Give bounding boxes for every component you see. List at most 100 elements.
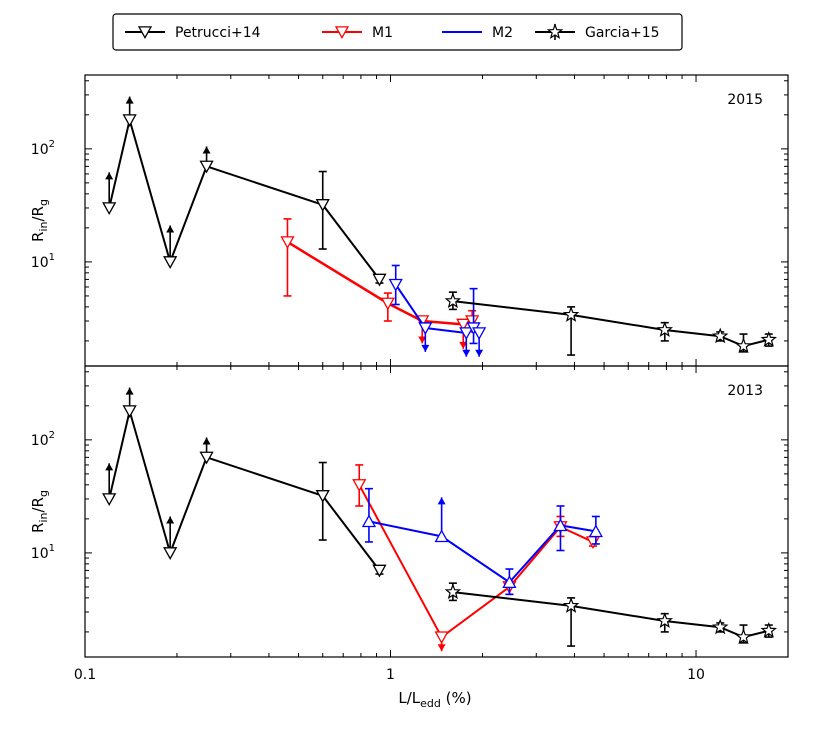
- legend-label: Garcia+15: [585, 25, 660, 41]
- data-point: [199, 451, 214, 465]
- data-point: [760, 622, 777, 638]
- limit-arrow-head: [125, 96, 134, 104]
- data-point: [372, 564, 387, 578]
- limit-arrow-head: [166, 225, 175, 233]
- legend-item: Garcia+15: [535, 23, 660, 41]
- y-ticks: [85, 80, 788, 342]
- data-point: [585, 536, 601, 549]
- panel-title: 2015: [727, 92, 763, 108]
- data-point: [361, 514, 377, 528]
- legend-item: Petrucci+14: [125, 25, 261, 41]
- limit-arrow-head: [462, 349, 471, 357]
- data-point: [163, 547, 178, 560]
- data-point: [456, 318, 471, 332]
- data-point: [711, 618, 729, 635]
- data-point: [380, 297, 395, 311]
- legend-marker: [546, 23, 564, 40]
- data-point: [163, 256, 178, 269]
- data-point: [562, 597, 580, 613]
- data-point: [444, 292, 462, 309]
- data-point: [656, 612, 673, 628]
- legend-marker: [137, 26, 153, 40]
- y-tick-label: 101: [31, 252, 55, 271]
- data-point: [418, 322, 433, 336]
- panel-2015: 101 102 Rin/Rg 2015: [29, 74, 789, 367]
- data-point: [315, 199, 330, 212]
- limit-arrow-head: [459, 341, 468, 349]
- y-tick-label: 101: [31, 543, 55, 562]
- data-point: [553, 518, 568, 532]
- data-point: [472, 327, 487, 341]
- limit-arrow-head: [202, 146, 211, 154]
- legend-item: M1: [322, 25, 393, 41]
- data-point: [102, 493, 117, 506]
- x-ticks: [84, 366, 789, 657]
- series-m2: [361, 487, 603, 596]
- data-point: [760, 331, 777, 347]
- x-axis-label: L/Ledd (%): [398, 689, 471, 710]
- data-point: [588, 524, 603, 538]
- data-point: [434, 529, 449, 543]
- y-axis-label: Rin/Rg: [29, 199, 50, 242]
- legend: Petrucci+14 M1 M2 Garcia+15: [112, 13, 683, 51]
- data-point: [711, 327, 729, 344]
- limit-arrow-head: [418, 336, 427, 344]
- series-m1: [352, 464, 601, 652]
- series-line: [108, 118, 381, 281]
- data-point: [459, 327, 474, 341]
- y-tick-label: 102: [31, 430, 55, 449]
- plot-frame: [84, 365, 789, 658]
- legend-label: M1: [372, 25, 393, 41]
- series-petrucci-14: [102, 387, 387, 578]
- data-point: [735, 628, 752, 645]
- limit-arrow-head: [166, 516, 175, 524]
- legend-label: M2: [492, 25, 513, 41]
- data-point: [280, 236, 295, 250]
- data-point: [315, 490, 330, 503]
- limit-arrow-head: [437, 644, 446, 652]
- legend-label: Petrucci+14: [175, 25, 261, 41]
- data-point: [352, 479, 367, 492]
- data-point: [122, 114, 137, 128]
- x-tick-label: 1: [386, 667, 395, 683]
- series-m1: [280, 218, 480, 349]
- x-tick-label: 0.1: [74, 667, 96, 683]
- data-point: [502, 575, 517, 589]
- legend-frame: [112, 13, 683, 51]
- limit-arrow-head: [125, 387, 134, 395]
- x-tick-label: 10: [687, 667, 705, 683]
- series-garcia-15: [444, 291, 777, 356]
- legend-marker: [334, 26, 350, 40]
- y-tick-label: 102: [31, 139, 55, 158]
- data-point: [465, 315, 480, 329]
- limit-arrow-head: [202, 437, 211, 445]
- legend-item: M2: [442, 25, 513, 41]
- panel-2013: 101 102 0.1 1 10 Rin/Rg 2013: [29, 365, 789, 683]
- limit-arrow-head: [475, 349, 484, 357]
- limit-arrow-head: [105, 463, 114, 471]
- series-m2: [388, 264, 487, 357]
- series-petrucci-14: [102, 96, 387, 287]
- data-point: [372, 273, 387, 287]
- y-axis-label: Rin/Rg: [29, 490, 50, 533]
- data-point: [444, 583, 462, 600]
- data-point: [102, 202, 117, 215]
- data-point: [434, 631, 449, 645]
- limit-arrow-head: [105, 172, 114, 180]
- series-line: [394, 284, 480, 335]
- data-point: [199, 160, 214, 174]
- data-point: [122, 405, 137, 419]
- limit-arrow-head: [421, 344, 430, 352]
- data-point: [735, 337, 752, 354]
- series-garcia-15: [444, 582, 777, 647]
- data-point: [656, 321, 673, 337]
- y-ticks: [85, 371, 788, 633]
- series-line: [108, 409, 381, 572]
- series-line: [358, 484, 594, 639]
- limit-arrow-head: [437, 497, 446, 505]
- data-point: [388, 278, 403, 292]
- data-point: [562, 306, 580, 322]
- panel-title: 2013: [727, 383, 763, 399]
- x-ticks: [84, 75, 789, 366]
